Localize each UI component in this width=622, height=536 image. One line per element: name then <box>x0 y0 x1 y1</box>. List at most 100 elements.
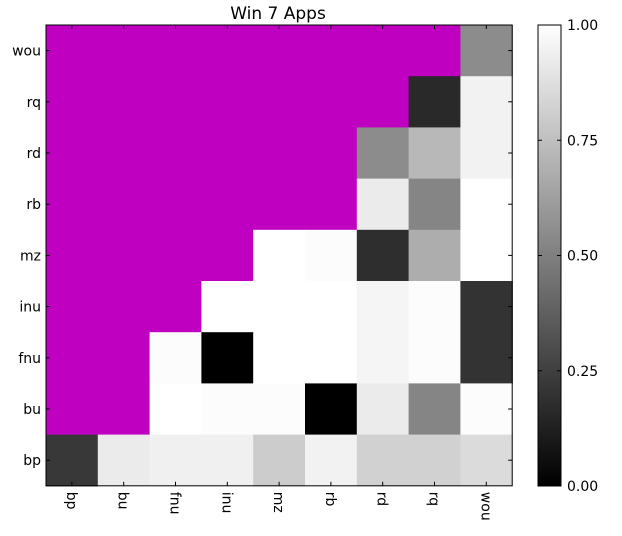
heatmap-cell <box>408 383 461 436</box>
y-tick-label: rb <box>26 197 41 213</box>
heatmap-cell <box>149 178 202 231</box>
heatmap-cell <box>253 76 306 128</box>
heatmap-cell <box>97 178 151 231</box>
heatmap-cell <box>356 229 410 282</box>
y-tick-label: rd <box>27 146 41 162</box>
heatmap-cell <box>253 25 306 77</box>
heatmap-cell <box>46 178 99 231</box>
heatmap-cell <box>201 281 254 333</box>
heatmap-cell <box>253 229 306 282</box>
heatmap-cell <box>408 127 461 180</box>
x-tick-label: fnu <box>167 492 183 515</box>
colorbar-tick-label: 0.50 <box>567 249 598 265</box>
heatmap-cell <box>356 76 410 128</box>
heatmap-cell <box>97 434 151 487</box>
heatmap-cell <box>460 383 513 436</box>
heatmap-cell <box>356 127 410 180</box>
y-tick-label: inu <box>19 300 41 316</box>
heatmap-cell <box>46 127 99 180</box>
heatmap-cell <box>460 281 513 333</box>
heatmap-cell <box>356 383 410 436</box>
y-tick-label: wou <box>12 44 41 60</box>
heatmap-cell <box>149 127 202 180</box>
heatmap-cell <box>305 281 358 333</box>
x-tick-label: bu <box>115 492 131 510</box>
heatmap-cell <box>46 25 99 77</box>
heatmap-cell <box>408 76 461 128</box>
heatmap-cell <box>149 434 202 487</box>
heatmap-cell <box>408 178 461 231</box>
heatmap-cell <box>46 434 99 487</box>
colorbar-ticks: 0.00 0.25 0.50 0.75 1.00 <box>538 18 598 495</box>
heatmap-cell <box>97 25 151 77</box>
heatmap-cell <box>149 25 202 77</box>
heatmap-cell <box>408 25 461 77</box>
heatmap-cell <box>305 434 358 487</box>
colorbar-tick-label: 0.00 <box>567 479 598 495</box>
heatmap-cell <box>356 332 410 384</box>
heatmap-cell <box>253 434 306 487</box>
x-tick-label: rq <box>426 492 442 506</box>
heatmap-cell <box>253 281 306 333</box>
heatmap-cell <box>97 127 151 180</box>
heatmap-cell <box>408 332 461 384</box>
heatmap-cell <box>305 383 358 436</box>
heatmap-cell <box>305 25 358 77</box>
heatmap-cell <box>46 332 99 384</box>
chart-title: Win 7 Apps <box>230 4 326 24</box>
heatmap-cell <box>46 281 99 333</box>
plot-frame <box>45 24 513 487</box>
x-tick-label: mz <box>270 492 286 513</box>
heatmap-cell <box>408 281 461 333</box>
heatmap-cell <box>305 178 358 231</box>
x-tick-label: inu <box>218 492 234 514</box>
y-tick-label: fnu <box>18 351 41 367</box>
heatmap-cell <box>201 383 254 436</box>
heatmap-cell <box>460 76 513 128</box>
x-tick-label: bp <box>63 492 79 510</box>
heatmap-cell <box>149 76 202 128</box>
y-tick-label: bp <box>23 453 41 469</box>
heatmap-cell <box>201 25 254 77</box>
heatmap-cell <box>460 178 513 231</box>
heatmap-cell <box>253 127 306 180</box>
heatmap-cell <box>201 229 254 282</box>
heatmap-cell <box>460 127 513 180</box>
x-axis-ticks: bp bu fnu inu mz rb rd rq wou <box>63 25 493 521</box>
heatmap-cell <box>356 25 410 77</box>
heatmap-cell <box>305 76 358 128</box>
heatmap-cell <box>149 229 202 282</box>
heatmap-cell <box>97 281 151 333</box>
heatmap-cell <box>305 229 358 282</box>
y-tick-label: rq <box>27 95 41 111</box>
heatmap-cell <box>356 281 410 333</box>
heatmap-cell <box>356 178 410 231</box>
colorbar-tick-label: 0.25 <box>567 364 598 380</box>
heatmap-cell <box>201 434 254 487</box>
heatmap-cell <box>460 434 513 487</box>
heatmap-cell <box>201 76 254 128</box>
heatmap-cell <box>201 332 254 384</box>
heatmap-cell <box>97 383 151 436</box>
heatmap-cell <box>460 332 513 384</box>
y-axis-ticks: wou rq rd rb mz inu fnu bu bp <box>12 44 513 469</box>
heatmap-cell <box>253 178 306 231</box>
heatmap-cell <box>201 178 254 231</box>
heatmap-cell <box>46 383 99 436</box>
heatmap-cell <box>305 127 358 180</box>
y-tick-label: bu <box>23 402 41 418</box>
colorbar-tick-label: 0.75 <box>567 133 598 149</box>
heatmap-cell <box>253 332 306 384</box>
heatmap-cells <box>46 25 513 487</box>
x-tick-label: rd <box>374 492 390 506</box>
colorbar-tick-label: 1.00 <box>567 18 598 34</box>
heatmap-cell <box>253 383 306 436</box>
y-tick-label: mz <box>20 248 41 264</box>
heatmap-cell <box>46 76 99 128</box>
heatmap-cell <box>460 25 513 77</box>
x-tick-label: rb <box>322 492 338 507</box>
heatmap-cell <box>201 127 254 180</box>
heatmap-cell <box>97 229 151 282</box>
heatmap-cell <box>356 434 410 487</box>
